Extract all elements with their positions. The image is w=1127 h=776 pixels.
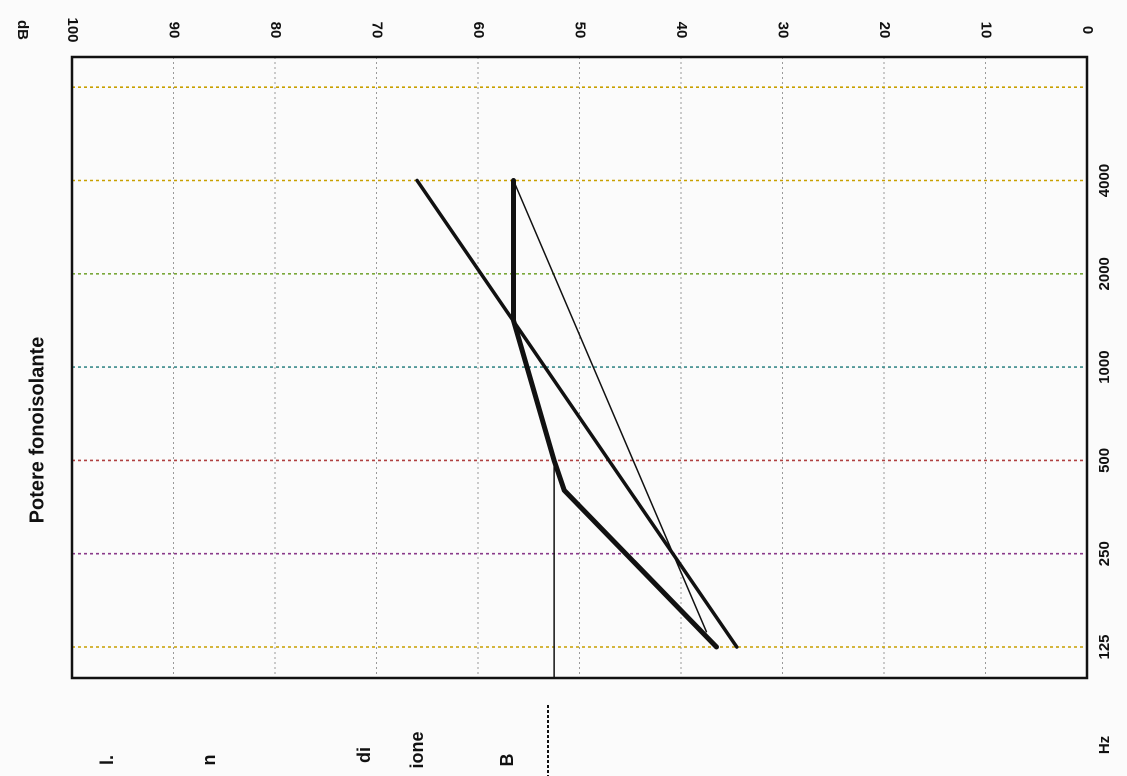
plot-frame xyxy=(70,55,1089,680)
db-tick-label: 40 xyxy=(673,22,690,39)
freq-tick-label: 250 xyxy=(1096,541,1113,566)
db-tick-label: 10 xyxy=(978,22,995,39)
freq-tick-label: 1000 xyxy=(1096,350,1113,383)
label-layer: 100 90 80 70 60 50 40 30 20 10 0125250500100020004… xyxy=(14,17,1113,776)
series-line-thick xyxy=(511,178,719,650)
db-tick-label: 80 xyxy=(267,22,284,39)
db-tick-label: 0 xyxy=(1079,26,1096,34)
series-line-thin xyxy=(512,179,708,633)
db-tick-label: 20 xyxy=(876,22,893,39)
freq-tick-label: 2000 xyxy=(1096,257,1113,290)
series-line-medium xyxy=(415,178,739,649)
side-label: n xyxy=(199,755,219,766)
x-axis-label: Hz xyxy=(1096,736,1113,754)
freq-tick-label: 500 xyxy=(1096,448,1113,473)
freq-tick-label: 125 xyxy=(1096,634,1113,659)
db-tick-label: 70 xyxy=(369,22,386,39)
db-tick-label: 50 xyxy=(572,22,589,39)
side-label: ione xyxy=(407,731,427,768)
db-tick-label: 60 xyxy=(470,22,487,39)
db-tick-label: 30 xyxy=(775,22,792,39)
y-axis-label: dB xyxy=(14,20,31,40)
side-label: di xyxy=(354,747,374,763)
db-tick-label: 90 xyxy=(166,22,183,39)
chart-title: Potere fonoisolante xyxy=(26,337,48,524)
side-label: l. xyxy=(97,755,117,765)
freq-tick-label: 4000 xyxy=(1096,164,1113,197)
side-label: B xyxy=(497,754,517,767)
grid-layer xyxy=(72,57,1087,678)
db-tick-label: 100 xyxy=(64,17,81,42)
series-layer xyxy=(415,178,739,678)
